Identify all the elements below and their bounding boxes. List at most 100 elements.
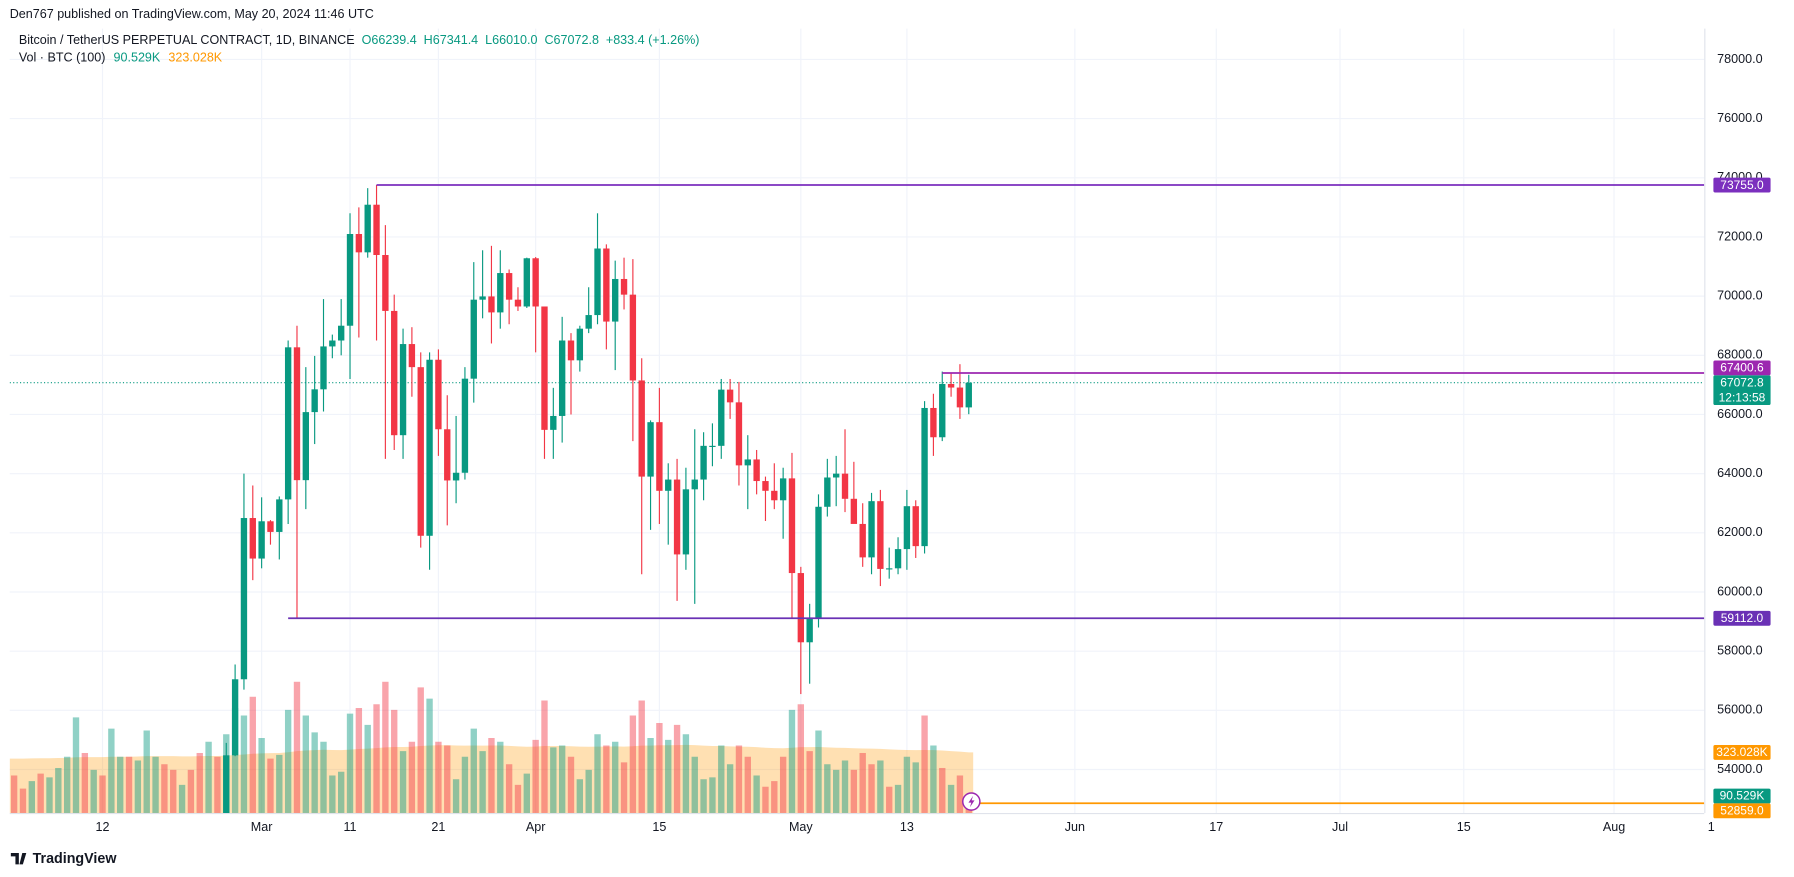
volume-bar xyxy=(10,775,18,813)
plot-area xyxy=(9,184,1705,813)
alert-bolt[interactable] xyxy=(968,795,975,808)
volume-marker-tag-text: 323.028K xyxy=(1716,745,1767,759)
last-price-tag xyxy=(1713,375,1771,406)
candle-body xyxy=(718,389,725,446)
volume-bar xyxy=(311,732,318,813)
y-tick-label: 60000.0 xyxy=(1717,584,1762,598)
volume-bar xyxy=(452,779,460,813)
volume-bar xyxy=(850,769,858,813)
volume-bar xyxy=(594,734,601,813)
volume-bar xyxy=(399,751,407,813)
volume-bar xyxy=(603,745,610,813)
candle-body xyxy=(461,378,469,473)
volume-bar xyxy=(638,700,645,813)
volume-bar xyxy=(886,786,893,813)
candle-body xyxy=(399,344,407,436)
volume-bar xyxy=(656,723,663,813)
volume-bar xyxy=(930,745,937,813)
candle-body xyxy=(868,501,875,558)
candle-body xyxy=(479,296,486,300)
candle-body xyxy=(284,347,292,500)
candle-body xyxy=(629,294,637,381)
volume-bar xyxy=(762,786,769,813)
volume-ma-value: 323.028K xyxy=(168,51,222,65)
alert-icon[interactable] xyxy=(962,792,981,811)
candle-body xyxy=(921,407,928,547)
candle-body xyxy=(832,473,840,478)
x-tick-label: Mar xyxy=(251,820,273,834)
volume-bar xyxy=(134,760,142,813)
volume-bar xyxy=(859,752,866,813)
y-tick-label: 56000.0 xyxy=(1717,703,1762,717)
volume-bar xyxy=(505,764,513,813)
volume-bar xyxy=(753,775,760,813)
candle-body xyxy=(930,407,937,438)
candle-body xyxy=(558,340,566,416)
volume-bar xyxy=(735,745,743,813)
candle-body xyxy=(779,478,787,501)
candle-body xyxy=(231,679,239,756)
x-tick-label: 1 xyxy=(1708,820,1715,834)
volume-marker-tag xyxy=(1713,788,1771,804)
candle-body xyxy=(329,340,336,347)
volume-bar xyxy=(947,784,955,813)
volume-bar xyxy=(550,747,557,813)
candle-body xyxy=(567,340,575,361)
candle-body xyxy=(956,387,964,408)
candle-body xyxy=(532,258,539,307)
volume-bar xyxy=(143,730,150,813)
candle-body xyxy=(594,248,601,316)
volume-bar xyxy=(921,715,928,813)
x-tick-label: 15 xyxy=(1457,820,1471,834)
candle-body xyxy=(939,384,946,438)
y-tick-label: 64000.0 xyxy=(1717,466,1762,480)
legend-close: C67072.8 xyxy=(544,33,598,47)
volume-ma-area xyxy=(9,744,974,813)
volume-bar xyxy=(700,779,707,813)
volume-bar xyxy=(585,769,592,813)
volume-bar xyxy=(408,741,416,813)
symbol-title: Bitcoin / TetherUS PERPETUAL CONTRACT, 1… xyxy=(19,33,355,47)
candle-body xyxy=(223,755,230,813)
volume-bar xyxy=(726,764,734,813)
candle-body xyxy=(364,204,371,253)
publisher: Den767 published on TradingView.com, May… xyxy=(10,7,374,21)
volume-marker-tag-text: 90.529K xyxy=(1720,789,1765,803)
volume-bar xyxy=(894,784,902,813)
volume-bar xyxy=(567,756,575,813)
volume-bar xyxy=(364,724,371,813)
volume-title: Vol · BTC (100) xyxy=(19,51,106,65)
volume-bar xyxy=(72,717,80,813)
candle-body xyxy=(620,278,628,295)
volume-bar xyxy=(523,773,530,813)
level-tag xyxy=(1713,610,1771,626)
candle-body xyxy=(877,501,884,569)
candle-body xyxy=(373,204,380,256)
candle-body xyxy=(258,521,265,559)
volume-bar xyxy=(267,758,274,813)
volume-bar xyxy=(682,734,690,813)
volume-bar xyxy=(417,687,424,813)
candle-body xyxy=(806,618,813,643)
volume-bar xyxy=(302,715,310,813)
last-price-tag-text: 12:13:58 xyxy=(1719,390,1766,404)
x-tick-label: 12 xyxy=(96,820,110,834)
volume-bar xyxy=(391,709,398,813)
candle-body xyxy=(859,523,866,558)
volume-bar xyxy=(771,781,778,813)
candle-body xyxy=(647,422,654,477)
volume-bar xyxy=(63,756,71,813)
volume-bar xyxy=(46,777,53,813)
candle-body xyxy=(346,234,354,326)
y-tick-label: 78000.0 xyxy=(1717,52,1762,66)
candle-body xyxy=(665,479,672,491)
x-tick-label: Jul xyxy=(1332,820,1348,834)
volume-bar xyxy=(329,775,336,813)
level-tag-text: 52859.0 xyxy=(1720,804,1764,818)
last-price-tag-text: 67072.8 xyxy=(1720,375,1764,389)
candle-body xyxy=(452,472,460,481)
volume-bar xyxy=(673,724,681,813)
